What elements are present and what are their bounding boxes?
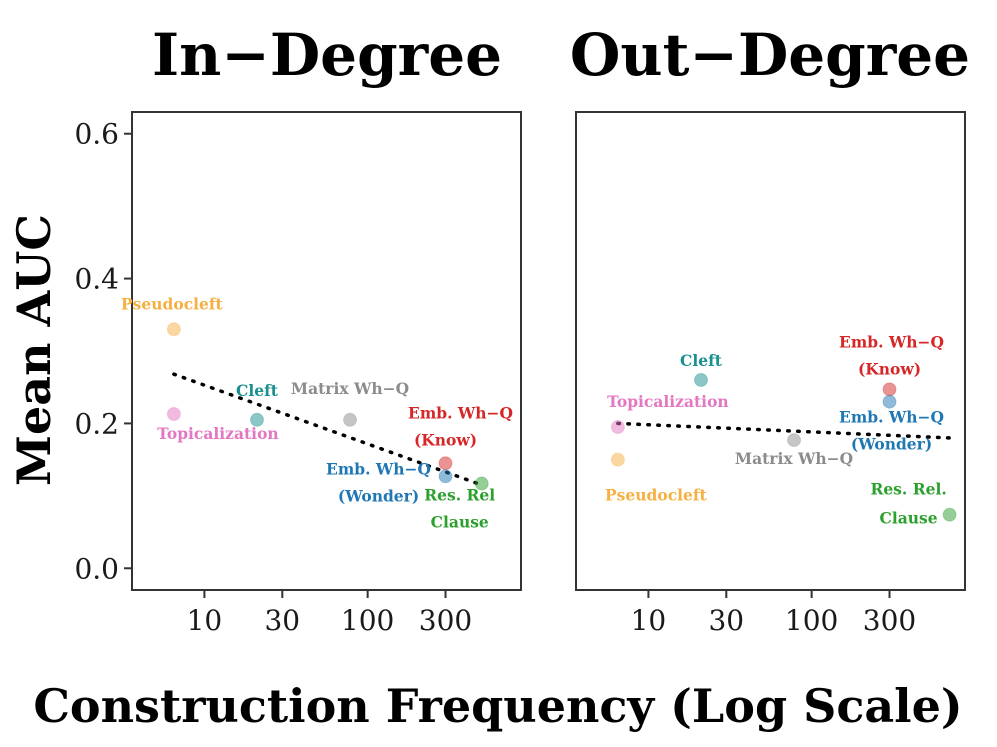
panel-title: In−Degree [152,21,502,89]
x-tick-label: 10 [187,604,223,637]
panel-title: Out−Degree [570,21,970,89]
data-label: Res. Rel. [870,480,946,499]
y-tick-label: 0.0 [74,552,119,585]
data-point [610,452,625,467]
data-point [882,382,897,397]
y-axis-title: Mean AUC [7,214,61,486]
x-tick-label: 30 [264,604,300,637]
x-tick-label: 300 [863,604,916,637]
data-point [694,372,709,387]
x-axis-title: Construction Frequency (Log Scale) [33,679,962,733]
data-label: Cleft [680,351,723,370]
data-label: (Wonder) [851,435,932,454]
panel-in-degree: In−Degree 10 30 100 300 0.0 0.2 0.4 0.6 Pseudocle… [74,21,522,637]
data-point [166,322,181,337]
x-tick-label: 300 [419,604,472,637]
data-point [610,420,625,435]
data-point [882,394,897,409]
plot-frame [131,111,522,591]
x-tick-label: 100 [341,604,394,637]
data-label: (Wonder) [338,486,419,505]
data-label: Clause [880,509,938,528]
data-label: (Know) [858,359,921,378]
y-tick-label: 0.2 [74,407,119,440]
data-label: Res. Rel [424,486,495,505]
data-label: Emb. Wh−Q [326,459,431,478]
data-label: Topicalization [607,392,729,411]
data-point [787,433,802,448]
plot-frame [575,111,966,591]
data-point [474,476,489,491]
x-tick-label: 30 [708,604,744,637]
data-label: Emb. Wh−Q [839,332,944,351]
data-label: Emb. Wh−Q [408,403,513,422]
data-label: Clause [431,513,489,532]
x-tick-label: 10 [631,604,667,637]
data-label: (Know) [414,430,477,449]
data-label: Pseudocleft [605,486,708,505]
data-point [250,412,265,427]
chart-panels: In−Degree 10 30 100 300 0.0 0.2 0.4 0.6 Pseudocle… [74,21,970,637]
data-label: Matrix Wh−Q [735,449,853,468]
data-label: Matrix Wh−Q [291,379,409,398]
data-label: Cleft [236,381,279,400]
y-tick-label: 0.4 [74,263,119,296]
data-label: Pseudocleft [121,294,224,313]
trend-line [172,372,484,487]
data-point [166,407,181,422]
x-tick-label: 100 [785,604,838,637]
data-label: Topicalization [157,424,279,443]
data-label: Emb. Wh−Q [839,408,944,427]
panel-out-degree: Out−Degree 10 30 100 300 Cleft Topicalization P… [570,21,970,637]
y-tick-label: 0.6 [74,118,119,151]
data-point [438,456,453,471]
data-point [343,412,358,427]
data-point [438,469,453,484]
data-point [942,507,957,522]
